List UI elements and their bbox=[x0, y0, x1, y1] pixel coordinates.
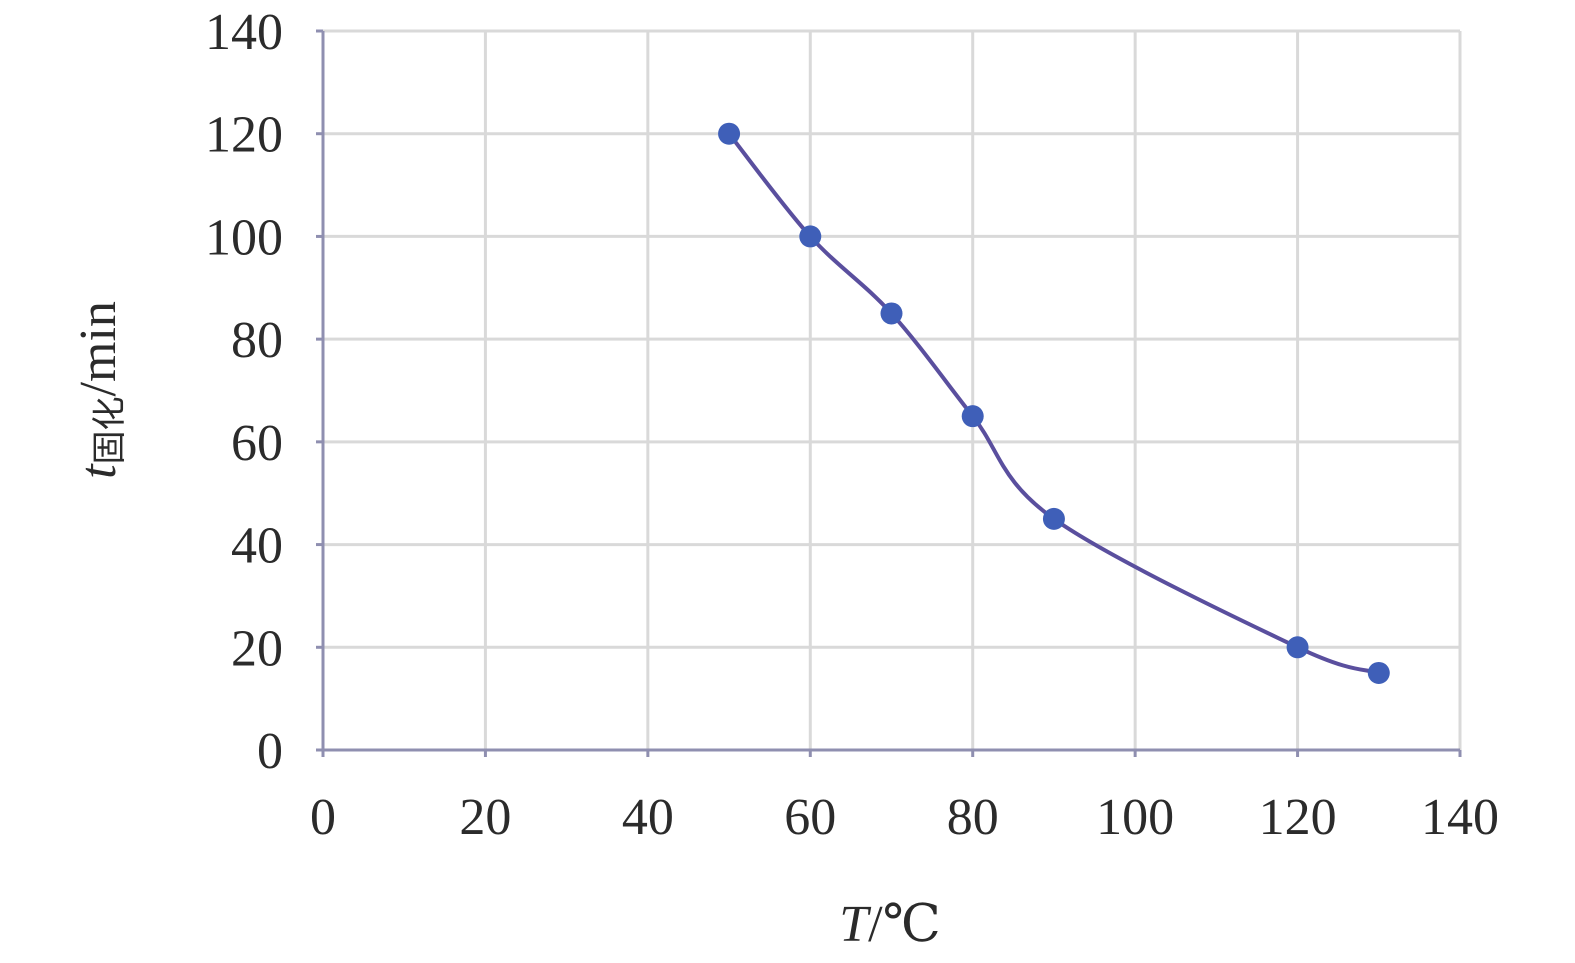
data-point bbox=[718, 122, 741, 145]
x-axis-variable: T bbox=[839, 896, 871, 953]
data-point bbox=[1367, 661, 1390, 684]
series-line bbox=[727, 132, 1380, 675]
y-tick-label: 140 bbox=[205, 4, 283, 61]
data-point bbox=[1286, 636, 1309, 659]
axes bbox=[316, 29, 1462, 757]
data-point bbox=[880, 302, 903, 325]
x-tick-label: 60 bbox=[784, 789, 836, 846]
y-tick-label: 60 bbox=[231, 415, 283, 472]
data-point bbox=[799, 225, 822, 248]
x-tick-label: 120 bbox=[1259, 789, 1337, 846]
x-tick-label: 100 bbox=[1096, 789, 1174, 846]
y-axis-unit: /min bbox=[70, 301, 127, 396]
y-axis-title: t固化/min bbox=[70, 301, 129, 479]
x-axis-title: T/℃ bbox=[839, 896, 941, 953]
x-tick-label: 140 bbox=[1421, 789, 1499, 846]
x-tick-label: 20 bbox=[459, 789, 511, 846]
data-point bbox=[1042, 507, 1065, 530]
y-axis-subscript: 固化 bbox=[91, 396, 129, 464]
y-tick-label: 80 bbox=[231, 312, 283, 369]
data-series bbox=[718, 122, 1390, 684]
y-tick-labels: 0 20 40 60 80 100 120 140 bbox=[205, 4, 283, 780]
x-tick-label: 0 bbox=[310, 789, 336, 846]
y-axis-variable: t bbox=[70, 463, 127, 479]
x-tick-labels: 0 20 40 60 80 100 120 140 bbox=[310, 789, 1499, 846]
x-tick-label: 40 bbox=[622, 789, 674, 846]
x-axis-unit: /℃ bbox=[868, 896, 941, 953]
grid-lines bbox=[323, 29, 1462, 750]
y-tick-label: 40 bbox=[231, 518, 283, 575]
y-tick-label: 120 bbox=[205, 107, 283, 164]
data-point bbox=[961, 405, 984, 428]
x-tick-label: 80 bbox=[947, 789, 999, 846]
y-tick-label: 100 bbox=[205, 209, 283, 266]
y-tick-label: 20 bbox=[231, 620, 283, 677]
y-tick-label: 0 bbox=[257, 723, 283, 780]
